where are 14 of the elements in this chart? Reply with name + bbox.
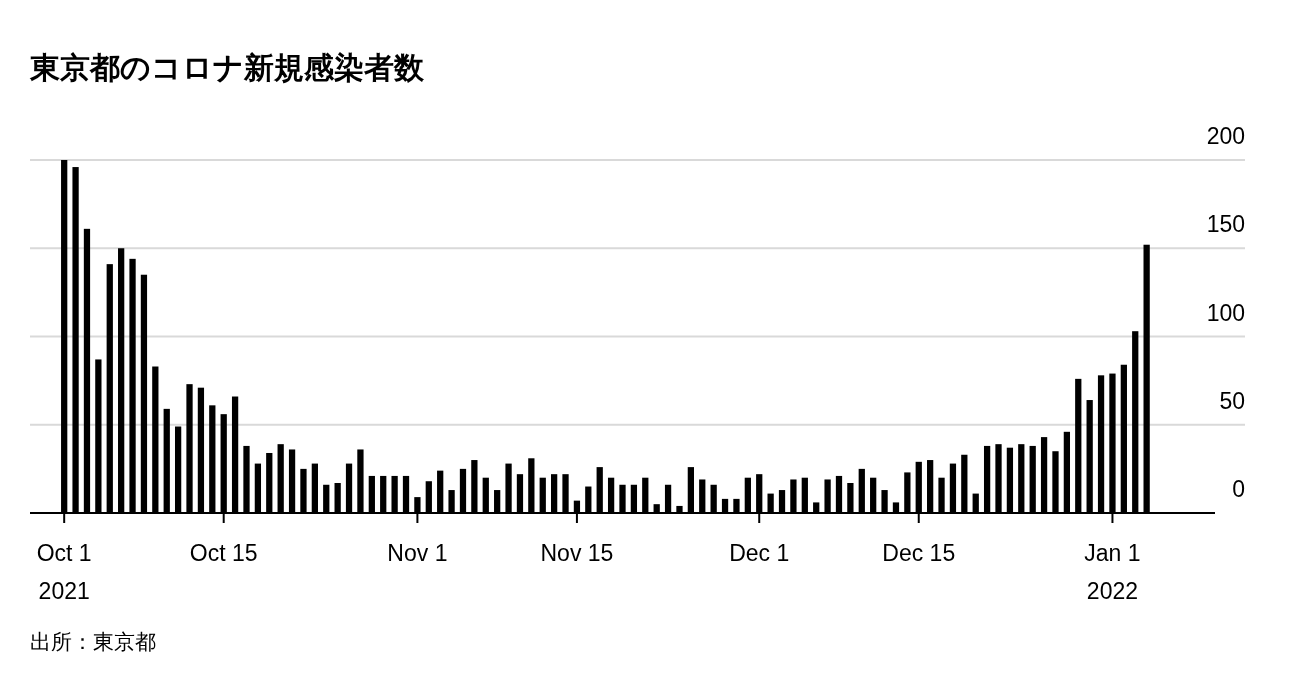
x-tick-label: Oct 15	[189, 540, 258, 566]
y-tick-label: 150	[1206, 211, 1245, 238]
text: 出所：東京都	[30, 630, 156, 653]
x-tick-label: Nov 15	[540, 540, 614, 566]
x-tick-label: Nov 1	[387, 540, 448, 566]
x-tick-label: Dec 15	[882, 540, 956, 566]
y-tick-label: 200	[1206, 123, 1245, 149]
y-tick-label: 50	[1219, 387, 1245, 414]
chart-title: 東京都のコロナ新規感染者数	[29, 51, 425, 84]
y-tick-label: 0	[1232, 476, 1245, 502]
x-tick-label: Dec 1	[729, 540, 790, 566]
y-tick-label: 100	[1206, 299, 1245, 326]
x-tick-label: Oct 1 2021	[36, 540, 92, 604]
x-tick-label: Jan 1 2022	[1084, 540, 1141, 604]
